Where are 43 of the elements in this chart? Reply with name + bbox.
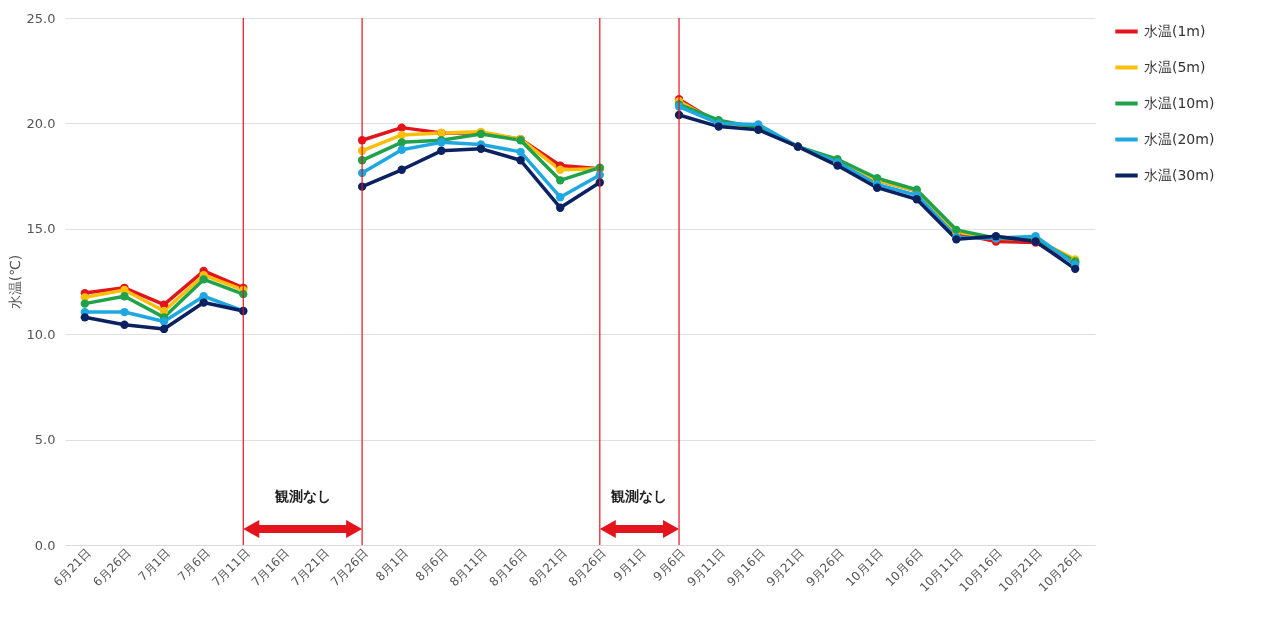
legend-label: 水温(30m) (1144, 166, 1215, 183)
point (120, 292, 129, 301)
y-tick-label: 10.0 (26, 326, 56, 342)
x-tick-label: 8月6日 (412, 546, 451, 584)
annotation: 観測なし (610, 488, 668, 504)
point (397, 123, 406, 132)
x-tick-label: 7月1日 (135, 546, 174, 584)
legend-label: 水温(5m) (1144, 58, 1206, 75)
point (199, 275, 208, 284)
point (159, 324, 169, 334)
point (437, 146, 446, 155)
point (80, 313, 89, 322)
point (397, 130, 406, 140)
legend-label: 水温(10m) (1144, 94, 1215, 111)
point (397, 138, 406, 147)
point (159, 317, 169, 326)
point (1071, 264, 1080, 274)
legend-label: 水温(20m) (1144, 130, 1215, 147)
point (556, 193, 565, 202)
y-tick-label: 0.0 (34, 537, 56, 553)
y-tick-label: 15.0 (26, 221, 56, 237)
point (120, 320, 129, 329)
point (516, 147, 525, 157)
point (80, 299, 89, 308)
point (912, 195, 921, 204)
x-tick-label: 6月26日 (90, 546, 134, 590)
point (199, 298, 208, 307)
y-tick-label: 25.0 (26, 10, 56, 26)
point (476, 144, 486, 153)
y-tick-label: 5.0 (34, 432, 56, 448)
legend-label: 水温(1m) (1144, 22, 1206, 39)
point (556, 165, 565, 174)
y-tick-label: 20.0 (26, 115, 56, 131)
y-axis-title: 水温(℃) (6, 254, 23, 310)
point (120, 307, 129, 317)
annotation: 観測なし (273, 488, 331, 504)
point (556, 203, 565, 212)
x-tick-label: 8月1日 (373, 546, 411, 584)
point (556, 176, 565, 185)
point (397, 145, 406, 154)
point (516, 156, 525, 165)
point (397, 165, 406, 174)
x-tick-label: 9月1日 (610, 546, 649, 584)
